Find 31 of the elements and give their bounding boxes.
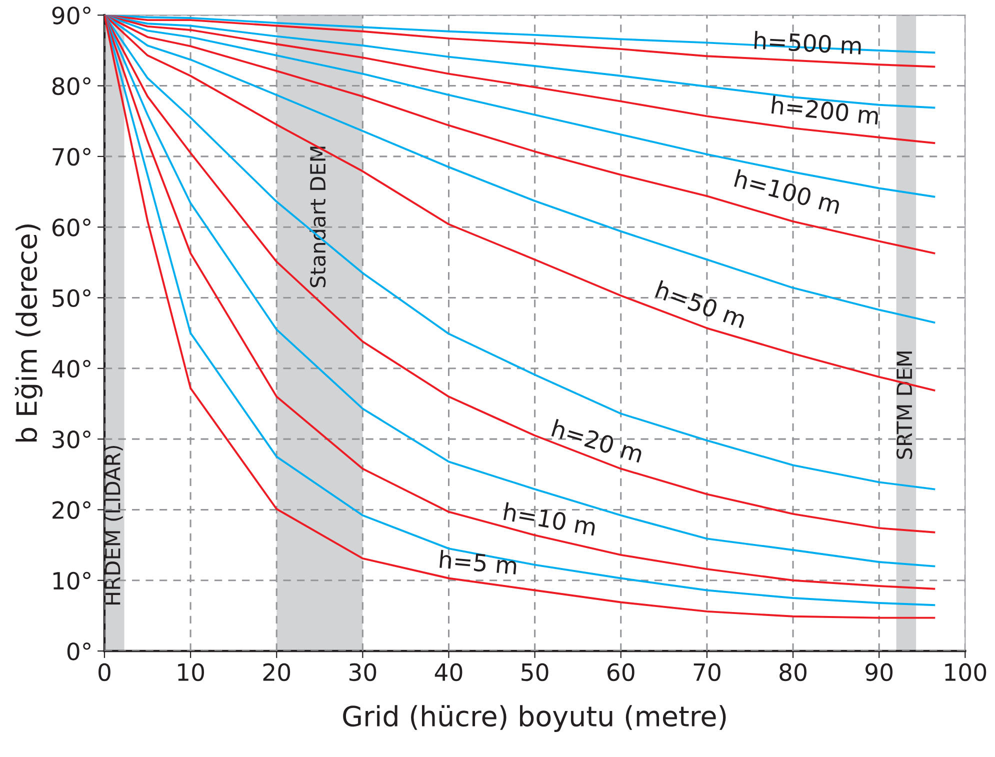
annotation: h=50 m [654, 280, 747, 328]
annotation: h=100 m [734, 169, 842, 214]
x-tick-label: 10 [178, 663, 204, 682]
annotation: h=200 m [771, 96, 879, 125]
x-tick-label: 100 [945, 663, 986, 682]
annotation: h=10 m [503, 502, 596, 536]
band-label: Standart DEM [310, 146, 326, 288]
x-axis-title: Grid (hücre) boyutu (metre) [343, 705, 726, 732]
x-tick-label: 30 [349, 663, 376, 682]
y-tick-label: 70° [52, 148, 90, 166]
y-tick-label: 10° [53, 572, 90, 590]
x-tick-label: 50 [522, 663, 548, 682]
y-tick-label: 80° [52, 77, 90, 96]
annotation: h=5 m [440, 550, 517, 575]
y-tick-label: 50° [52, 289, 90, 308]
y-tick-label: 40° [52, 360, 90, 378]
y-tick-label: 30° [52, 430, 90, 448]
annotation: h=500 m [754, 30, 862, 55]
y-tick-label: 20° [52, 501, 90, 520]
y-tick-label: 0° [67, 642, 90, 660]
x-tick-label: 90 [866, 663, 893, 682]
x-tick-label: 70 [694, 663, 720, 682]
y-axis-title: b Eğim (derece) [14, 224, 42, 442]
annotation: h=20 m [551, 418, 644, 463]
x-tick-label: 0 [98, 663, 110, 682]
x-tick-label: 60 [608, 663, 634, 682]
y-tick-label: 60° [52, 218, 90, 236]
x-tick-label: 40 [434, 663, 462, 682]
x-tick-label: 20 [263, 663, 290, 682]
x-tick-label: 80 [780, 663, 806, 682]
y-tick-label: 90° [52, 6, 90, 24]
